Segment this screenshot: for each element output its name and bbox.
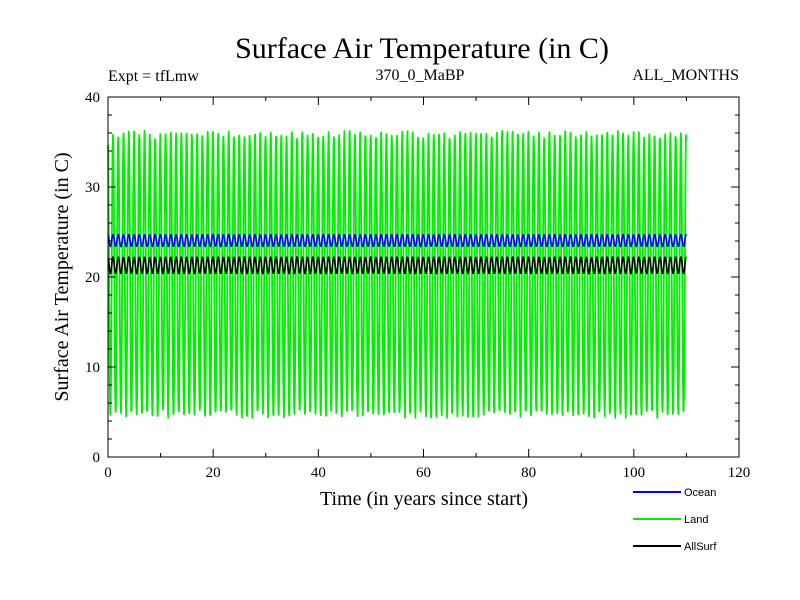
legend: Ocean Land AllSurf [633, 487, 717, 553]
y-tick-label: 20 [85, 270, 100, 286]
x-tick-label: 20 [206, 465, 221, 481]
y-tick-label: 30 [85, 180, 100, 196]
chart-subtitle-months: ALL_MONTHS [632, 67, 739, 84]
y-axis-label: Surface Air Temperature (in C) [51, 152, 73, 401]
series-layer [107, 129, 688, 419]
x-tick-label: 60 [416, 465, 431, 481]
x-tick-label: 0 [104, 465, 112, 481]
y-tick-label: 0 [93, 450, 101, 466]
chart-title: Surface Air Temperature (in C) [235, 32, 609, 65]
y-tick-label: 40 [85, 90, 100, 106]
legend-label-land: Land [684, 514, 708, 526]
series-line-land [107, 129, 688, 419]
x-tick-label: 40 [311, 465, 326, 481]
legend-label-allsurf: AllSurf [684, 541, 717, 553]
chart-subtitle-experiment: Expt = tfLmw [108, 68, 199, 85]
series-line-allsurf [107, 256, 687, 275]
x-tick-label: 100 [623, 465, 646, 481]
x-axis-label: Time (in years since start) [320, 488, 528, 510]
plot-frame [107, 96, 740, 458]
y-tick-label: 10 [85, 360, 100, 376]
legend-label-ocean: Ocean [684, 487, 716, 499]
series-line-ocean [107, 233, 688, 248]
x-tick-label: 120 [728, 465, 751, 481]
x-tick-label: 80 [521, 465, 536, 481]
chart-subtitle-period: 370_0_MaBP [376, 67, 465, 84]
